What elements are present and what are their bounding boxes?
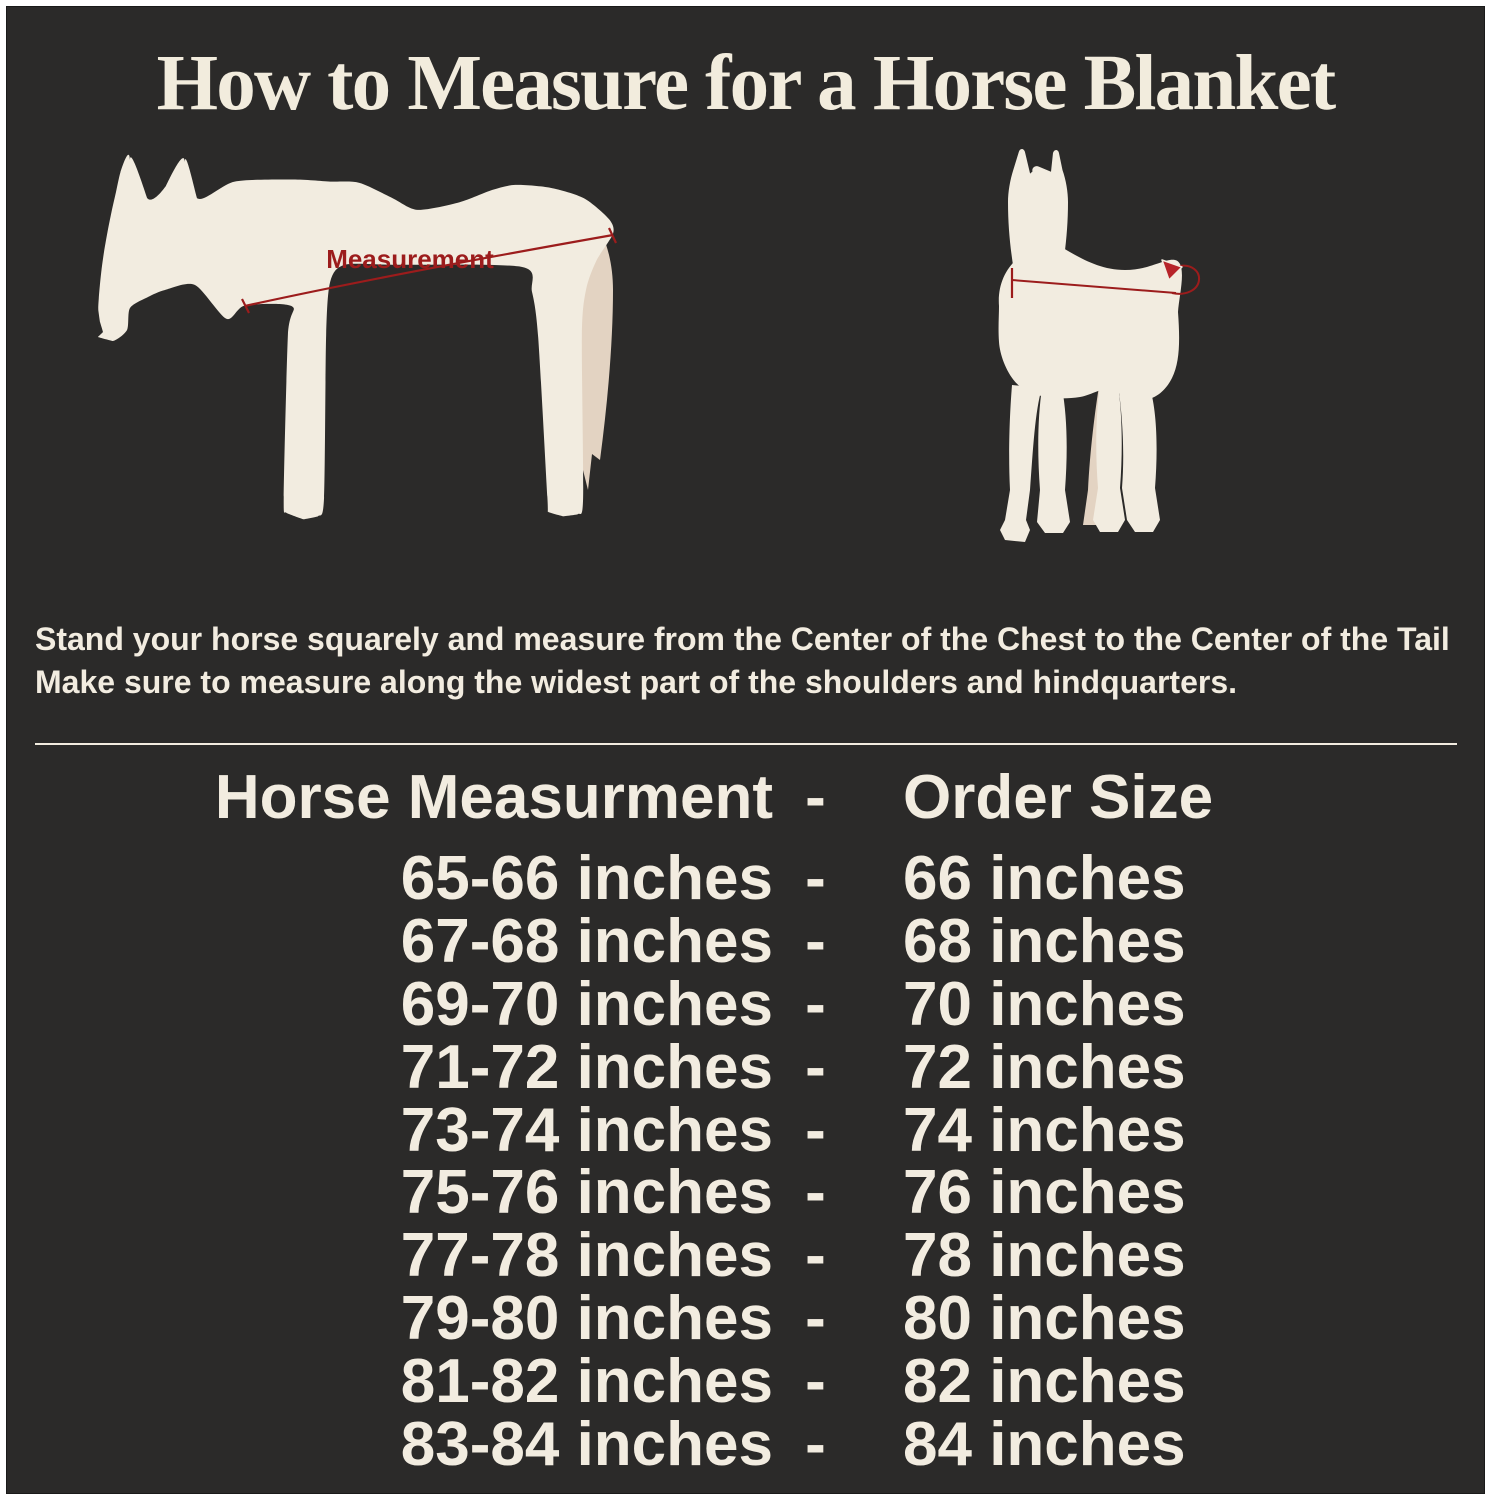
svg-text:Measurement: Measurement <box>326 244 494 274</box>
